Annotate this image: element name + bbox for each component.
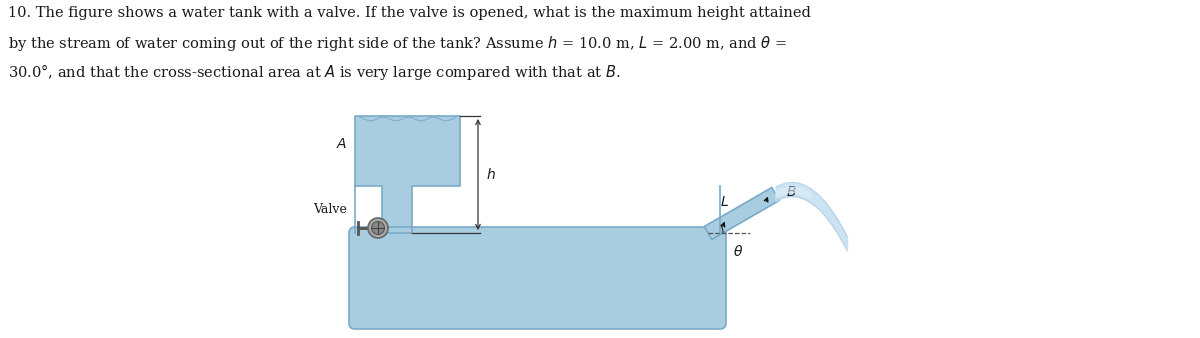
Text: $\theta$: $\theta$	[733, 244, 743, 259]
Text: $h$: $h$	[486, 167, 496, 182]
Text: 10. The figure shows a water tank with a valve. If the valve is opened, what is : 10. The figure shows a water tank with a…	[8, 6, 811, 20]
Text: $B$: $B$	[786, 185, 797, 199]
Text: $L$: $L$	[720, 195, 728, 210]
Bar	[382, 186, 412, 233]
Text: 30.0$°$, and that the cross-sectional area at $A$ is very large compared with th: 30.0$°$, and that the cross-sectional ar…	[8, 62, 620, 82]
Bar	[355, 116, 460, 186]
FancyBboxPatch shape	[349, 227, 726, 329]
Circle shape	[372, 221, 384, 235]
Text: by the stream of water coming out of the right side of the tank? Assume $h$ = 10: by the stream of water coming out of the…	[8, 34, 787, 53]
Text: $A$: $A$	[336, 137, 347, 151]
Polygon shape	[704, 188, 779, 240]
Text: Valve: Valve	[313, 203, 347, 216]
Circle shape	[368, 218, 388, 238]
